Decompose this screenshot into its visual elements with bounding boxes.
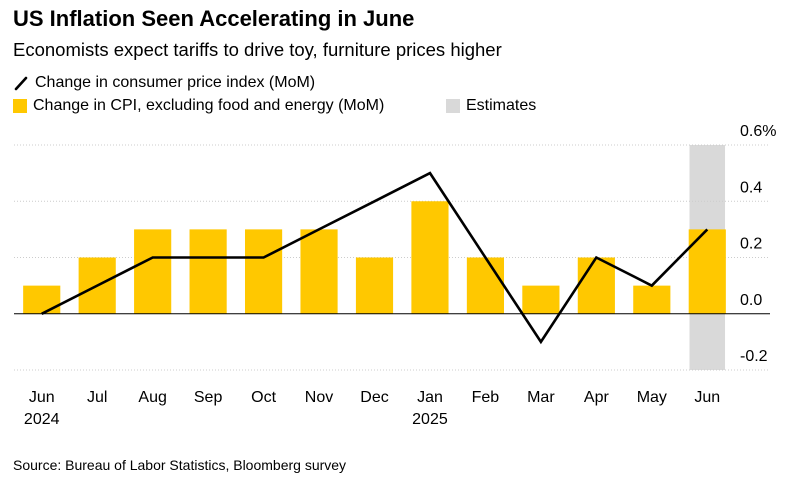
core-cpi-bar xyxy=(134,229,172,314)
x-tick-label: Apr xyxy=(584,389,610,406)
core-cpi-bar xyxy=(577,257,615,314)
legend-label-cpi: Change in consumer price index (MoM) xyxy=(35,74,316,91)
x-tick-label: Feb xyxy=(472,389,500,406)
x-tick-label: Nov xyxy=(305,389,333,406)
core-cpi-bar xyxy=(244,229,283,314)
source-note: Source: Bureau of Labor Statistics, Bloo… xyxy=(13,457,347,473)
y-tick-label: 0.0 xyxy=(740,292,762,309)
core-cpi-bar xyxy=(355,257,394,314)
core-cpi-bar xyxy=(633,285,671,314)
x-year-label: 2024 xyxy=(24,411,60,428)
legend-label-estimates: Estimates xyxy=(466,97,537,114)
y-tick-label: 0.6% xyxy=(740,123,776,140)
chart-subtitle: Economists expect tariffs to drive toy, … xyxy=(13,39,502,60)
core-cpi-bar xyxy=(466,257,505,314)
core-cpi-bar xyxy=(522,285,560,314)
core-cpi-bar xyxy=(189,229,227,314)
legend-item-cpi: Change in consumer price index (MoM) xyxy=(13,74,315,92)
legend-item-estimates: Estimates xyxy=(446,97,536,115)
y-tick-label: 0.4 xyxy=(740,179,762,196)
x-tick-label: Oct xyxy=(251,389,276,406)
x-tick-label: May xyxy=(637,389,667,406)
y-tick-label: -0.2 xyxy=(740,348,768,365)
legend-label-core-cpi: Change in CPI, excluding food and energy… xyxy=(33,97,385,114)
core-cpi-bar xyxy=(23,285,61,314)
core-cpi-bar xyxy=(411,201,449,314)
x-year-label: 2025 xyxy=(412,411,448,428)
x-tick-label: Mar xyxy=(527,389,555,406)
x-tick-label: Jun xyxy=(29,389,55,406)
cpi-line xyxy=(41,171,709,345)
chart-title: US Inflation Seen Accelerating in June xyxy=(13,6,415,31)
x-tick-label: Jan xyxy=(417,389,443,406)
estimates-legend-swatch xyxy=(446,99,460,113)
legend-item-core-cpi: Change in CPI, excluding food and energy… xyxy=(13,97,384,115)
x-tick-label: Aug xyxy=(138,389,166,406)
x-tick-label: Sep xyxy=(194,389,223,406)
x-tick-label: Jun xyxy=(694,389,720,406)
bar-legend-swatch xyxy=(13,99,27,113)
x-tick-label: Dec xyxy=(360,389,388,406)
line-legend-icon xyxy=(14,76,28,91)
core-cpi-bar xyxy=(300,229,338,314)
x-tick-label: Jul xyxy=(87,389,107,406)
y-tick-label: 0.2 xyxy=(740,236,762,253)
